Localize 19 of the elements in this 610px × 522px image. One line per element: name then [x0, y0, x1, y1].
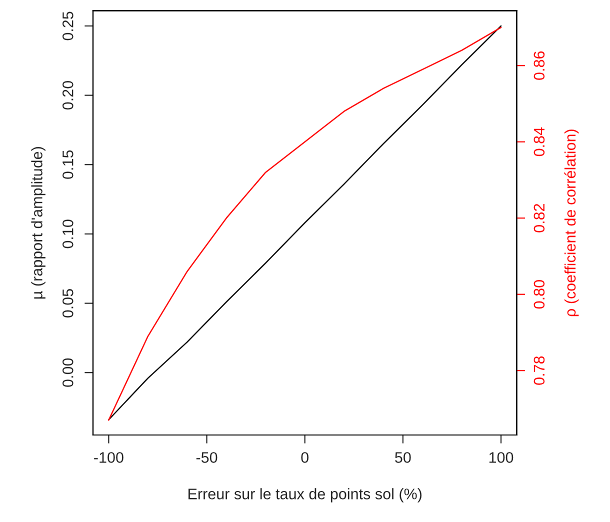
y-tick-label: 0.05 — [62, 289, 74, 318]
x-tick-label: -100 — [94, 452, 124, 463]
y2-tick-label: 0.86 — [534, 51, 545, 80]
y-tick-label: 0.00 — [62, 358, 74, 387]
y2-tick-label: 0.84 — [534, 127, 545, 156]
y2-axis-title: ρ (coefficient de corrélation) — [564, 130, 579, 316]
x-tick-label: -50 — [196, 452, 218, 463]
y2-tick-label: 0.82 — [534, 204, 545, 232]
x-axis-title: Erreur sur le taux de points sol (%) — [188, 488, 422, 502]
y-axis-title: µ (rapport d'amplitude) — [31, 147, 46, 299]
y-tick-label: 0.25 — [62, 12, 74, 40]
y-tick-label: 0.20 — [62, 81, 74, 110]
x-tick-label: 50 — [395, 452, 411, 463]
x-tick-label: 0 — [301, 452, 308, 463]
x-tick-label: 100 — [489, 452, 514, 463]
y2-tick-label: 0.80 — [534, 280, 545, 309]
y-tick-label: 0.10 — [62, 220, 74, 248]
y-tick-label: 0.15 — [62, 150, 74, 179]
y2-tick-label: 0.78 — [534, 356, 545, 385]
